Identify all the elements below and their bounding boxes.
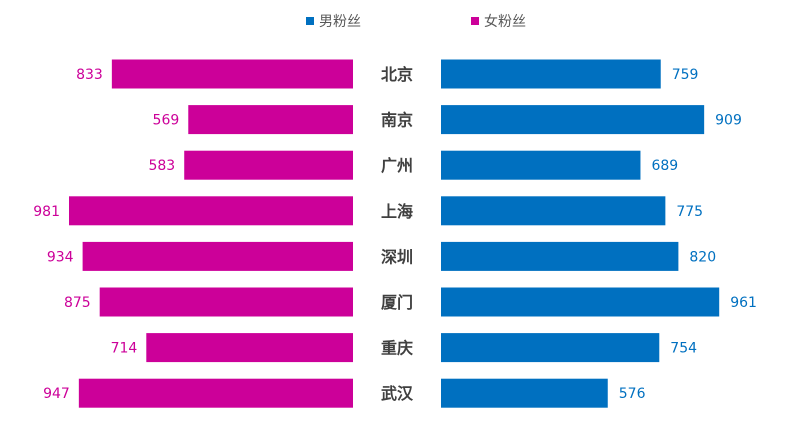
legend-item-male: 男粉丝 bbox=[306, 11, 361, 31]
legend-swatch-male bbox=[306, 17, 314, 25]
label-male-0: 759 bbox=[672, 67, 699, 83]
label-female-3: 981 bbox=[33, 204, 60, 220]
label-male-7: 576 bbox=[619, 386, 646, 402]
bar-male-6 bbox=[441, 333, 660, 363]
bar-female-6 bbox=[146, 333, 353, 363]
label-male-5: 961 bbox=[730, 295, 757, 311]
bar-male-3 bbox=[441, 196, 666, 226]
category-label-3: 上海 bbox=[381, 202, 413, 221]
category-label-5: 厦门 bbox=[381, 293, 413, 312]
bar-female-0 bbox=[111, 59, 353, 89]
category-label-7: 武汉 bbox=[381, 384, 414, 403]
label-female-2: 583 bbox=[148, 158, 175, 174]
bar-female-7 bbox=[78, 378, 353, 408]
bar-female-2 bbox=[184, 150, 353, 180]
label-female-4: 934 bbox=[47, 249, 74, 265]
bar-female-1 bbox=[188, 105, 353, 135]
label-male-6: 754 bbox=[670, 341, 697, 357]
category-label-1: 南京 bbox=[381, 111, 413, 130]
label-male-1: 909 bbox=[715, 113, 742, 129]
label-female-7: 947 bbox=[43, 386, 70, 402]
label-male-2: 689 bbox=[651, 158, 678, 174]
category-label-6: 重庆 bbox=[381, 339, 413, 358]
legend: 男粉丝 女粉丝 bbox=[0, 8, 800, 32]
bar-male-0 bbox=[441, 59, 661, 89]
bar-male-7 bbox=[441, 378, 608, 408]
bar-male-4 bbox=[441, 241, 679, 271]
label-female-6: 714 bbox=[111, 341, 138, 357]
label-male-3: 775 bbox=[676, 204, 703, 220]
bar-male-1 bbox=[441, 105, 705, 135]
legend-swatch-female bbox=[471, 17, 479, 25]
category-label-2: 广州 bbox=[381, 156, 413, 175]
bar-female-3 bbox=[69, 196, 354, 226]
label-female-0: 833 bbox=[76, 67, 103, 83]
bar-male-2 bbox=[441, 150, 641, 180]
bar-female-5 bbox=[99, 287, 353, 317]
legend-label-male: 男粉丝 bbox=[319, 14, 361, 30]
bar-female-4 bbox=[82, 241, 354, 271]
category-label-4: 深圳 bbox=[381, 247, 413, 266]
category-label-0: 北京 bbox=[381, 65, 413, 84]
bar-male-5 bbox=[441, 287, 720, 317]
label-female-5: 875 bbox=[64, 295, 91, 311]
legend-label-female: 女粉丝 bbox=[484, 14, 526, 30]
legend-item-female: 女粉丝 bbox=[471, 11, 526, 31]
label-male-4: 820 bbox=[689, 249, 716, 265]
label-female-1: 569 bbox=[153, 113, 180, 129]
